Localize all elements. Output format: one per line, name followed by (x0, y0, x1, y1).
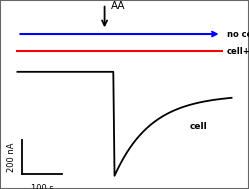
Text: cell+CAT: cell+CAT (227, 46, 249, 56)
Text: 200 nA: 200 nA (7, 142, 16, 172)
Text: no cell: no cell (227, 29, 249, 39)
Text: 100 s: 100 s (31, 184, 54, 189)
Text: AA: AA (111, 1, 125, 11)
Text: cell: cell (189, 122, 207, 131)
